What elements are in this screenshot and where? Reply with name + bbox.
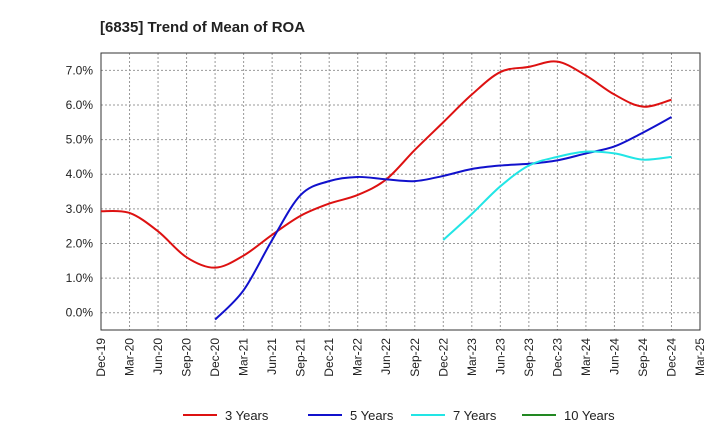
x-tick-label: Jun-23 [493,338,507,375]
x-tick-label: Sep-23 [522,338,536,377]
x-tick-label: Sep-24 [636,338,650,377]
x-tick-label: Dec-22 [436,338,450,377]
y-tick-label: 4.0% [66,167,94,181]
grid-lines [101,53,700,330]
legend: 3 Years 5 Years 7 Years 10 Years [183,408,615,423]
series-line-7-years [442,150,672,241]
x-tick-label: Jun-21 [265,338,279,375]
chart-title: [6835] Trend of Mean of ROA [100,19,305,36]
x-tick-label: Dec-24 [664,338,678,377]
x-tick-label: Dec-20 [208,338,222,377]
x-tick-label: Sep-21 [294,338,308,377]
y-tick-label: 7.0% [66,63,94,77]
x-tick-label: Mar-24 [579,338,593,376]
y-tick-label: 2.0% [66,236,94,250]
x-tick-label: Mar-20 [123,338,137,376]
y-tick-label: 3.0% [66,202,94,216]
legend-label: 3 Years [225,408,269,423]
x-tick-label: Mar-25 [693,338,707,376]
y-tick-label: 0.0% [66,306,94,320]
x-tick-label: Dec-23 [550,338,564,377]
series-lines [100,60,672,321]
x-tick-label: Dec-21 [322,338,336,377]
y-axis-ticks: 0.0% 1.0% 2.0% 3.0% 4.0% 5.0% 6.0% 7.0% [66,63,94,319]
x-tick-label: Mar-23 [465,338,479,376]
x-tick-label: Sep-20 [180,338,194,377]
x-tick-label: Dec-19 [94,338,108,377]
plot-border [100,52,701,331]
x-tick-label: Mar-22 [351,338,365,376]
x-tick-label: Jun-22 [379,338,393,375]
x-tick-label: Sep-22 [408,338,422,377]
x-tick-label: Jun-20 [151,338,165,375]
y-tick-label: 6.0% [66,98,94,112]
x-axis-ticks: Dec-19 Mar-20 Jun-20 Sep-20 Dec-20 Mar-21 Jun-… [94,338,707,377]
y-tick-label: 5.0% [66,133,94,147]
legend-label: 5 Years [350,408,394,423]
series-line-3-years [100,60,672,269]
legend-label: 7 Years [453,408,497,423]
x-tick-label: Jun-24 [607,338,621,375]
legend-label: 10 Years [564,408,615,423]
y-tick-label: 1.0% [66,271,94,285]
x-tick-label: Mar-21 [237,338,251,376]
